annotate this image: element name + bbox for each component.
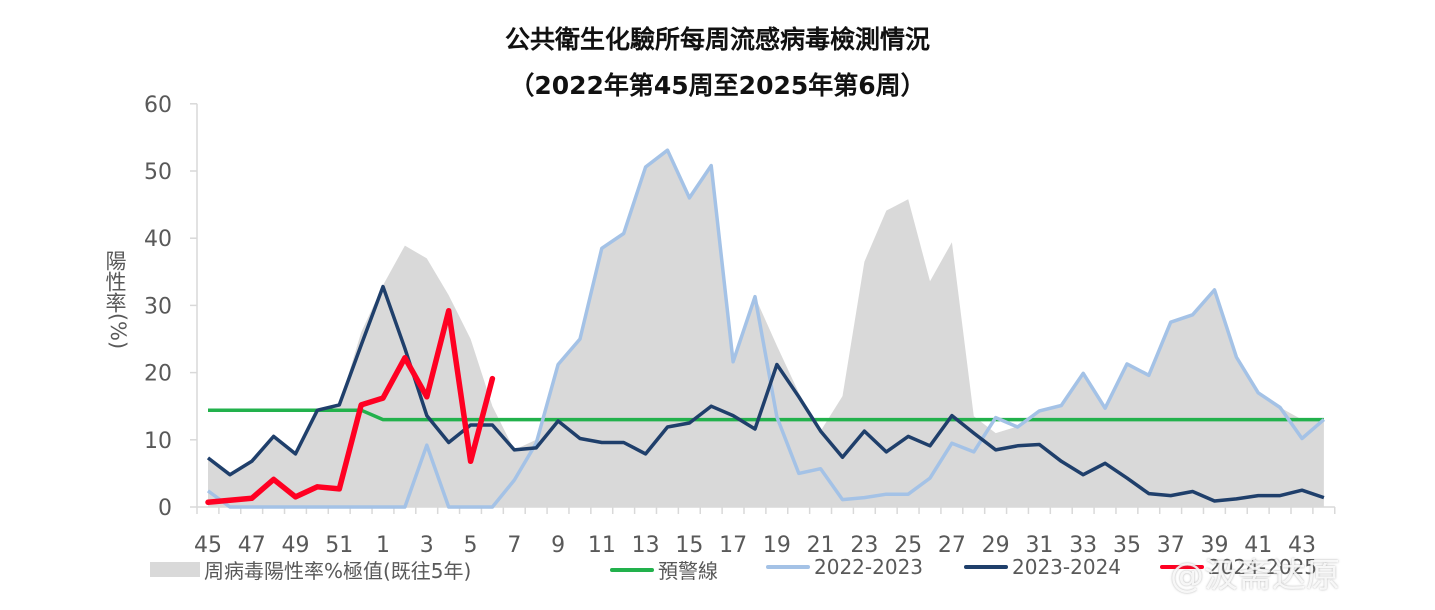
x-tick-label: 11 [588,533,616,558]
x-tick-label: 15 [675,533,703,558]
x-tick-label: 3 [420,533,434,558]
legend-swatch-2024 [1160,565,1204,569]
legend: 周病毒陽性率%極值(既往5年) 預警線 2022-2023 2023-2024 … [0,555,1435,585]
y-tick-label: 40 [144,227,172,252]
x-tick-label: 31 [1025,533,1053,558]
x-axis: 45 47 49 51 1 3 5 7 9 11 13 15 17 19 21 23 25 27 29 31 33 35 3… [194,506,1336,558]
alert-line-series [208,408,1324,422]
x-tick-label: 35 [1113,533,1141,558]
x-tick-label: 49 [282,533,310,558]
x-tick-label: 5 [464,533,478,558]
x-tick-label: 13 [632,533,660,558]
legend-label: 預警線 [658,559,718,583]
x-tick-label: 43 [1288,533,1316,558]
x-tick-label: 27 [938,533,966,558]
y-tick-label: 30 [144,294,172,319]
x-tick-label: 37 [1157,533,1185,558]
legend-item-alert: 預警線 [610,555,718,584]
series-2024-2025 [205,308,496,506]
series-2023-2024 [206,284,1325,503]
y-tick-label: 50 [144,160,172,185]
x-tick-label: 45 [194,533,222,558]
x-tick-label: 39 [1200,533,1228,558]
x-tick-label: 47 [238,533,266,558]
x-tick-label: 7 [507,533,521,558]
series-2022-2023 [206,148,1326,509]
legend-label: 周病毒陽性率%極值(既往5年) [204,559,472,583]
y-axis: 0 10 20 30 40 50 60 [144,93,198,521]
legend-label: 2024-2025 [1208,555,1318,579]
x-tick-label: 21 [807,533,835,558]
x-tick-label: 19 [763,533,791,558]
chart-title: 公共衛生化驗所每周流感病毒檢測情況 [504,25,930,54]
chart-subtitle: （2022年第45周至2025年第6周） [509,71,926,100]
x-tick-label: 23 [850,533,878,558]
x-tick-label: 41 [1244,533,1272,558]
x-tick-label: 9 [551,533,565,558]
legend-swatch-alert [610,567,654,572]
legend-item-2024: 2024-2025 [1160,555,1317,579]
y-axis-label-text: 陽性率 [103,250,127,313]
y-axis-label: 陽性率 (%) [100,250,130,349]
legend-item-2023: 2023-2024 [964,555,1121,579]
legend-swatch-2023 [964,565,1008,569]
legend-label: 2022-2023 [814,555,924,579]
legend-label: 2023-2024 [1012,555,1122,579]
x-tick-label: 33 [1069,533,1097,558]
y-tick-label: 0 [158,496,172,521]
legend-item-max-area: 周病毒陽性率%極值(既往5年) [150,555,471,584]
x-tick-label: 17 [719,533,747,558]
max-area-series [208,150,1324,507]
x-tick-label: 29 [982,533,1010,558]
legend-item-2022: 2022-2023 [766,555,923,579]
y-tick-label: 10 [144,429,172,454]
legend-swatch-area [150,562,200,577]
legend-swatch-2022 [766,565,810,569]
y-tick-label: 20 [144,362,172,387]
x-tick-label: 25 [894,533,922,558]
y-tick-label: 60 [144,93,172,118]
x-tick-label: 51 [325,533,353,558]
x-tick-label: 1 [376,533,390,558]
